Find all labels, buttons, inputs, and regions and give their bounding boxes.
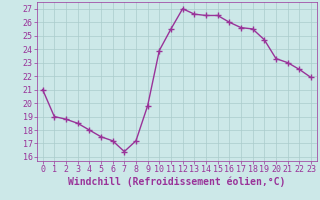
X-axis label: Windchill (Refroidissement éolien,°C): Windchill (Refroidissement éolien,°C) — [68, 177, 285, 187]
